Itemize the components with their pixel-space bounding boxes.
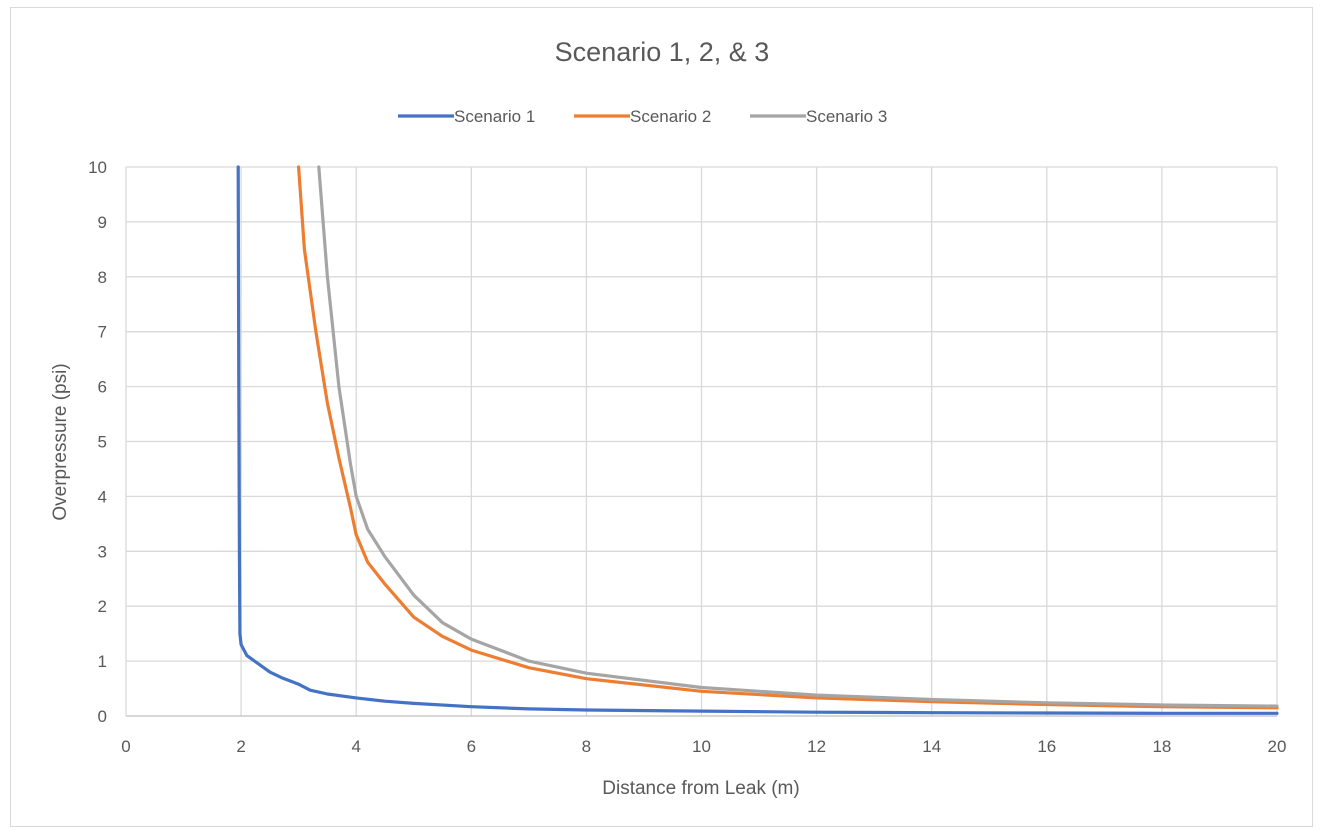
y-tick-label: 7: [98, 323, 107, 342]
y-tick-label: 9: [98, 213, 107, 232]
x-tick-label: 10: [692, 737, 711, 756]
series-lines: [236, 165, 1279, 715]
series-line-scenario-1: [236, 165, 1279, 715]
x-tick-label: 4: [351, 737, 360, 756]
y-tick-label: 1: [98, 652, 107, 671]
x-axis-title: Distance from Leak (m): [602, 778, 799, 799]
legend: Scenario 1 Scenario 2 Scenario 3: [398, 107, 887, 126]
y-tick-label: 0: [98, 707, 107, 726]
y-tick-label: 6: [98, 378, 107, 397]
y-tick-label: 8: [98, 268, 107, 287]
y-axis-ticks: 0 1 2 3 4 5 6 7 8 9 10: [88, 158, 107, 726]
x-tick-label: 16: [1037, 737, 1056, 756]
y-tick-label: 10: [88, 158, 107, 177]
x-tick-label: 18: [1152, 737, 1171, 756]
x-tick-label: 8: [582, 737, 591, 756]
y-tick-label: 2: [98, 597, 107, 616]
x-tick-label: 14: [922, 737, 941, 756]
legend-label: Scenario 1: [454, 107, 535, 126]
x-tick-label: 12: [807, 737, 826, 756]
y-axis-title: Overpressure (psi): [50, 363, 71, 520]
x-tick-label: 20: [1268, 737, 1287, 756]
legend-label: Scenario 2: [630, 107, 711, 126]
chart-title: Scenario 1, 2, & 3: [555, 37, 770, 67]
y-tick-label: 5: [98, 433, 107, 452]
y-tick-label: 3: [98, 542, 107, 561]
x-tick-label: 2: [236, 737, 245, 756]
x-tick-label: 0: [121, 737, 130, 756]
x-axis-ticks: 0 2 4 6 8 10 12 14 16 18 20: [121, 737, 1286, 756]
series-line-scenario-2: [297, 165, 1279, 710]
gridlines: [125, 166, 1278, 717]
y-tick-label: 4: [98, 487, 107, 506]
chart-area: [10, 7, 1313, 827]
x-tick-label: 6: [467, 737, 476, 756]
legend-label: Scenario 3: [806, 107, 887, 126]
series-line-scenario-3: [317, 165, 1279, 708]
